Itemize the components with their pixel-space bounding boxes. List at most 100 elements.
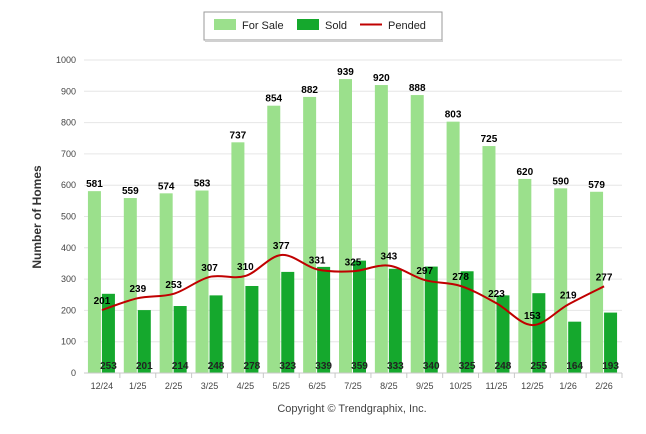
sold-bar [317, 266, 331, 373]
for-sale-value-label: 725 [481, 134, 498, 145]
sold-value-label: 359 [351, 361, 368, 372]
sold-bar [353, 260, 366, 373]
for-sale-bar [446, 121, 460, 373]
sold-value-label: 323 [279, 361, 296, 372]
y-tick-label: 0 [71, 368, 76, 378]
pended-value-label: 278 [452, 272, 469, 283]
for-sale-value-label: 579 [588, 180, 605, 191]
for-sale-bar [195, 190, 209, 373]
y-tick-label: 200 [61, 305, 76, 315]
y-tick-label: 300 [61, 274, 76, 284]
for-sale-bar [518, 178, 532, 373]
legend: For Sale Sold Pended [203, 11, 443, 42]
legend-box [203, 11, 443, 41]
x-tick-label: 2/26 [595, 381, 613, 391]
pended-value-label: 377 [273, 241, 290, 252]
y-axis-ticks: 0 100 200 300 400 500 600 700 800 900 1000 [56, 55, 76, 378]
for-sale-value-label: 574 [158, 181, 175, 192]
sold-value-label: 339 [315, 361, 332, 372]
for-sale-bar [123, 198, 137, 373]
x-tick-label: 12/25 [521, 381, 544, 391]
for-sale-bar [590, 191, 604, 373]
pended-value-label: 239 [129, 284, 146, 295]
sold-bar [173, 306, 187, 373]
legend-label-pended: Pended [388, 20, 426, 32]
pended-value-label: 219 [560, 290, 577, 301]
y-tick-label: 600 [61, 180, 76, 190]
sold-value-label: 201 [136, 361, 153, 372]
for-sale-bar [159, 193, 173, 373]
x-tick-label: 4/25 [237, 381, 255, 391]
x-tick-label: 6/25 [308, 381, 326, 391]
pended-value-label: 223 [488, 289, 505, 300]
sold-bar [388, 268, 402, 373]
pended-value-label: 153 [524, 311, 541, 322]
for-sale-bar [410, 95, 424, 373]
sold-bar [101, 293, 115, 373]
sold-value-label: 255 [530, 361, 547, 372]
sold-value-label: 278 [244, 361, 261, 372]
for-sale-value-label: 581 [86, 179, 103, 190]
for-sale-value-label: 939 [337, 67, 354, 78]
sold-value-label: 333 [387, 361, 404, 372]
y-tick-label: 800 [61, 118, 76, 128]
x-tick-label: 1/25 [129, 381, 147, 391]
sold-value-label: 214 [172, 361, 189, 372]
pended-value-label: 310 [237, 262, 254, 273]
x-tick-label: 10/25 [449, 381, 472, 391]
x-tick-label: 11/25 [486, 381, 508, 391]
for-sale-value-label: 882 [301, 85, 318, 96]
pended-series: 201 239 253 307 310 377 331 325 343 297 278 223 153 2… [94, 241, 613, 327]
for-sale-bar [482, 146, 496, 373]
for-sale-bar [374, 85, 388, 373]
x-tick-label: 9/25 [416, 381, 434, 391]
copyright-footer: Copyright © Trendgraphix, Inc. [277, 403, 426, 415]
for-sale-bar [231, 142, 245, 373]
sold-bar [281, 271, 295, 373]
y-tick-label: 400 [61, 243, 76, 253]
sold-bar [460, 271, 474, 373]
sold-value-label: 253 [100, 361, 117, 372]
x-tick-label: 3/25 [201, 381, 219, 391]
pended-value-label: 297 [416, 266, 433, 277]
x-tick-label: 2/25 [165, 381, 183, 391]
for-sale-bar [87, 191, 101, 373]
legend-swatch-for-sale [214, 19, 236, 30]
sold-value-label: 193 [602, 361, 619, 372]
bar-series: 581 253 559 201 574 214 583 248 737 278 854 323 882 3… [86, 67, 619, 374]
sold-value-label: 325 [459, 361, 476, 372]
pended-value-label: 201 [94, 296, 111, 307]
pended-value-label: 331 [309, 255, 326, 266]
sold-value-label: 248 [208, 361, 225, 372]
pended-value-label: 277 [596, 272, 613, 283]
x-tick-label: 12/24 [91, 381, 114, 391]
sold-bar [496, 295, 510, 373]
x-tick-label: 7/25 [344, 381, 362, 391]
legend-label-for-sale: For Sale [242, 20, 284, 32]
for-sale-value-label: 583 [194, 179, 211, 190]
y-tick-label: 100 [61, 337, 76, 347]
x-tick-label: 5/25 [273, 381, 291, 391]
y-axis-label: Number of Homes [30, 165, 44, 269]
sold-value-label: 340 [423, 361, 440, 372]
for-sale-value-label: 920 [373, 73, 390, 84]
y-tick-label: 1000 [56, 55, 76, 65]
legend-swatch-sold [297, 19, 319, 30]
for-sale-value-label: 803 [445, 110, 462, 121]
sold-bar [604, 312, 618, 373]
pended-value-label: 343 [381, 252, 398, 263]
for-sale-value-label: 559 [122, 186, 139, 197]
y-tick-label: 700 [61, 149, 76, 159]
sold-bar [532, 293, 546, 373]
for-sale-value-label: 737 [230, 130, 247, 141]
x-tick-label: 1/26 [559, 381, 577, 391]
for-sale-value-label: 854 [265, 94, 282, 105]
for-sale-value-label: 590 [552, 176, 569, 187]
for-sale-bar [303, 96, 317, 374]
x-tick-label: 8/25 [380, 381, 398, 391]
y-tick-label: 500 [61, 212, 76, 222]
legend-label-sold: Sold [325, 20, 347, 32]
pended-value-label: 325 [345, 257, 362, 268]
for-sale-bar [339, 79, 352, 373]
